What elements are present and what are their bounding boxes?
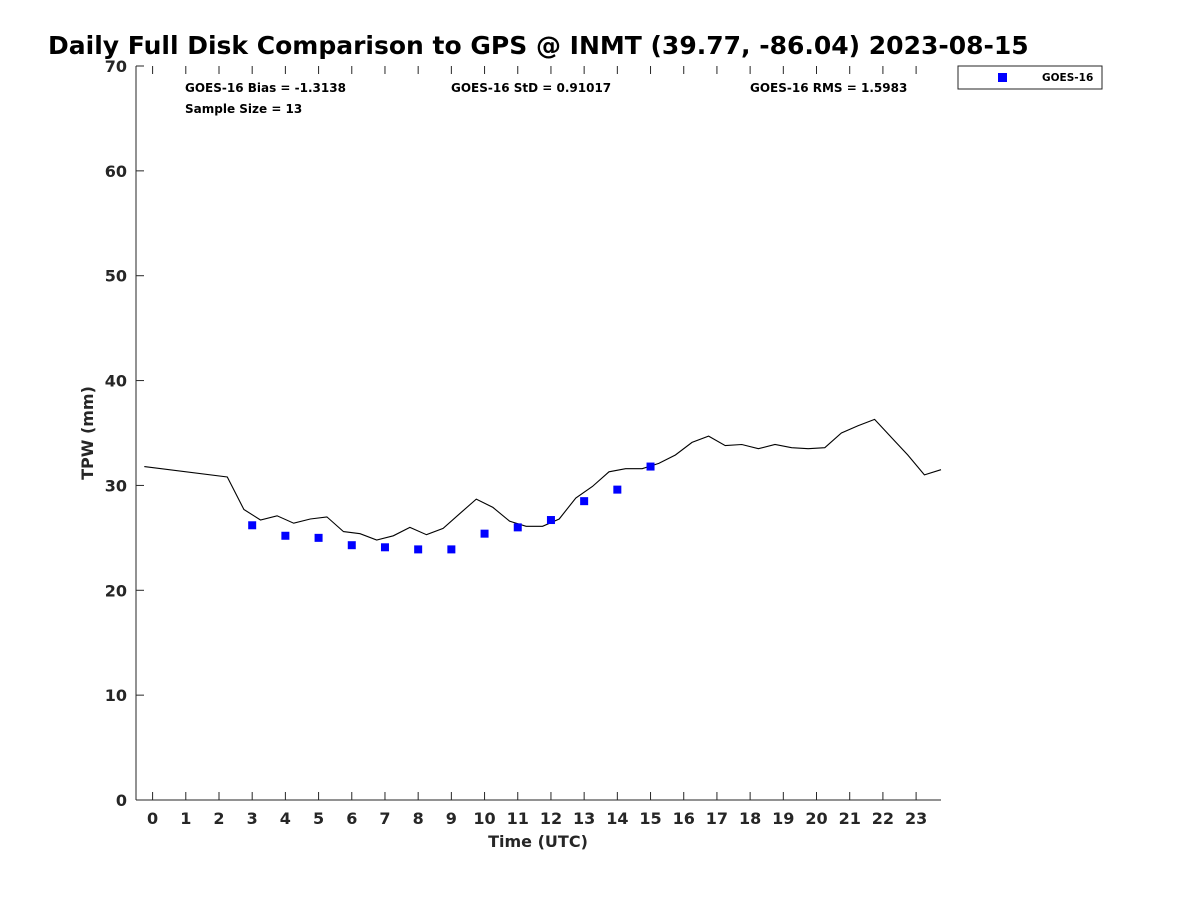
goes16-point bbox=[580, 497, 589, 506]
x-ticks: 0 1 2 3 4 5 6 7 8 9 10 11 12 13 14 15 16 17 18 19 20 21 22 23 bbox=[147, 66, 927, 828]
x-tick-label: 8 bbox=[413, 809, 424, 828]
goes16-point bbox=[414, 545, 423, 554]
goes16-point bbox=[613, 485, 622, 494]
x-tick-label: 6 bbox=[346, 809, 357, 828]
legend-label-goes16: GOES-16 bbox=[1042, 72, 1093, 84]
x-tick-label: 22 bbox=[872, 809, 894, 828]
x-tick-label: 23 bbox=[905, 809, 927, 828]
goes16-point bbox=[447, 545, 456, 554]
x-tick-label: 2 bbox=[213, 809, 224, 828]
stats-annotations: GOES-16 Bias = -1.3138 GOES-16 StD = 0.9… bbox=[185, 81, 907, 116]
x-tick-label: 7 bbox=[379, 809, 390, 828]
legend-box bbox=[957, 65, 1103, 90]
x-tick-label: 12 bbox=[540, 809, 562, 828]
goes16-point bbox=[646, 462, 655, 471]
x-tick-label: 10 bbox=[473, 809, 495, 828]
goes16-point bbox=[248, 521, 257, 530]
goes16-point bbox=[480, 529, 489, 538]
y-tick-label: 40 bbox=[105, 372, 127, 391]
x-tick-label: 0 bbox=[147, 809, 158, 828]
goes16-point bbox=[347, 541, 356, 550]
gps-series-line bbox=[144, 418, 942, 541]
x-tick-label: 20 bbox=[805, 809, 827, 828]
x-tick-label: 21 bbox=[839, 809, 861, 828]
x-tick-label: 13 bbox=[573, 809, 595, 828]
y-ticks: 0 10 20 30 40 50 60 70 bbox=[105, 57, 144, 810]
x-tick-label: 1 bbox=[180, 809, 191, 828]
std-annotation: GOES-16 StD = 0.91017 bbox=[451, 81, 611, 95]
x-tick-label: 18 bbox=[739, 809, 761, 828]
x-tick-label: 5 bbox=[313, 809, 324, 828]
goes16-point bbox=[281, 531, 290, 540]
goes16-point bbox=[546, 516, 555, 525]
x-tick-label: 9 bbox=[446, 809, 457, 828]
y-tick-label: 30 bbox=[105, 476, 127, 495]
goes16-point bbox=[380, 543, 389, 552]
goes16-point bbox=[314, 533, 323, 542]
x-tick-label: 19 bbox=[772, 809, 794, 828]
bias-annotation: GOES-16 Bias = -1.3138 bbox=[185, 81, 346, 95]
x-tick-label: 3 bbox=[247, 809, 258, 828]
x-tick-label: 15 bbox=[639, 809, 661, 828]
x-tick-label: 16 bbox=[673, 809, 695, 828]
y-tick-label: 70 bbox=[105, 57, 127, 76]
sample-size-annotation: Sample Size = 13 bbox=[185, 102, 302, 116]
legend: GOES-16 bbox=[957, 65, 1103, 90]
legend-marker-goes16 bbox=[998, 73, 1007, 82]
x-tick-label: 4 bbox=[280, 809, 291, 828]
y-tick-label: 20 bbox=[105, 581, 127, 600]
axes bbox=[135, 66, 941, 801]
y-tick-label: 50 bbox=[105, 267, 127, 286]
rms-annotation: GOES-16 RMS = 1.5983 bbox=[750, 81, 907, 95]
y-tick-label: 0 bbox=[116, 791, 127, 810]
chart-title: Daily Full Disk Comparison to GPS @ INMT… bbox=[48, 31, 1029, 60]
y-tick-label: 60 bbox=[105, 162, 127, 181]
y-axis-label: TPW (mm) bbox=[78, 386, 97, 480]
x-axis-label: Time (UTC) bbox=[488, 832, 588, 851]
x-tick-label: 17 bbox=[706, 809, 728, 828]
goes16-point bbox=[513, 523, 522, 532]
x-tick-label: 11 bbox=[507, 809, 529, 828]
series-layer bbox=[144, 418, 942, 554]
y-tick-label: 10 bbox=[105, 686, 127, 705]
x-tick-label: 14 bbox=[606, 809, 628, 828]
